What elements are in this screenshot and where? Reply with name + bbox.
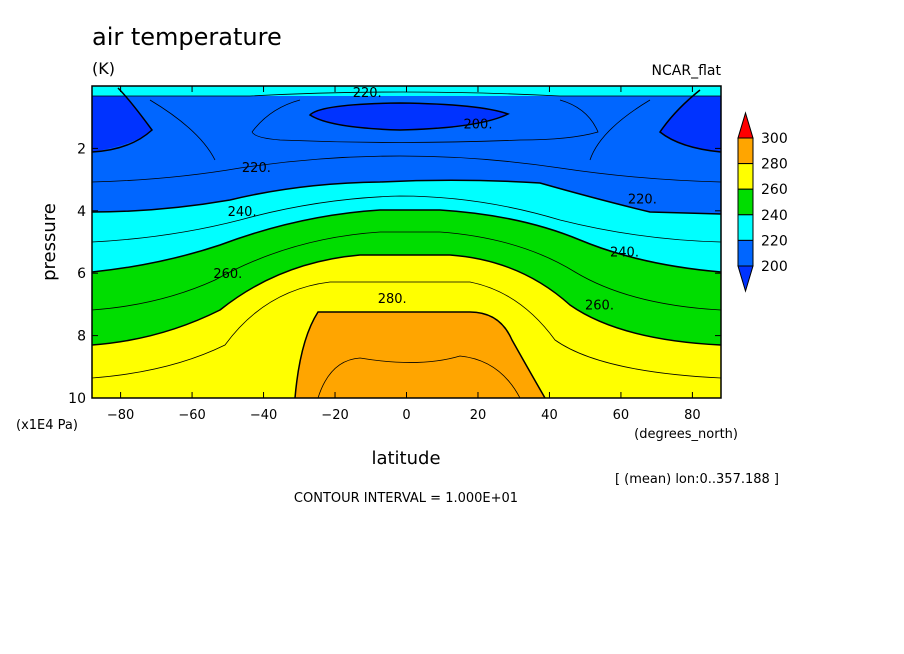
colorbar-band: [737, 239, 754, 267]
contour-fills: [92, 86, 721, 398]
contour-labels: 220. 200. 220. 240. 260. 280. 220. 240. 260.: [213, 86, 657, 313]
x-tick-label: −80: [107, 408, 134, 423]
contour-label: 240.: [610, 245, 639, 260]
x-tick-label: −60: [178, 408, 205, 423]
band-below-200-right: [660, 86, 721, 152]
colormap-name: NCAR_flat: [652, 63, 722, 79]
band-below-200-center: [310, 103, 508, 130]
x-tick-label: −20: [321, 408, 348, 423]
chart-title: air temperature: [92, 23, 282, 51]
y-axis-units: (x1E4 Pa): [16, 418, 78, 433]
colorbar-label: 220: [761, 233, 788, 249]
x-tick-label: 20: [470, 408, 487, 423]
x-axis: −80 −60 −40 −20 0 20 40 60 80: [107, 86, 701, 423]
colorbar-label: 200: [761, 259, 788, 275]
contour-label: 280.: [378, 292, 407, 307]
contour-interval: CONTOUR INTERVAL = 1.000E+01: [294, 491, 518, 506]
y-tick-label: 4: [77, 204, 86, 220]
colorbar-over-arrow: [737, 111, 754, 139]
colorbar-under-arrow: [737, 265, 754, 293]
contour-label: 240.: [228, 205, 257, 220]
x-axis-label: latitude: [371, 448, 440, 469]
y-tick-label: 6: [77, 266, 86, 282]
colorbar-label: 260: [761, 182, 788, 198]
x-tick-label: 40: [541, 408, 558, 423]
contour-label: 200.: [464, 117, 493, 132]
y-tick-label: 10: [68, 391, 86, 407]
contour-label: 260.: [585, 298, 614, 313]
x-tick-label: 0: [402, 408, 410, 423]
contour-label: 220.: [353, 86, 382, 101]
y-axis: 2 4 6 8 10: [68, 141, 721, 407]
colorbar-band: [737, 137, 754, 165]
x-tick-label: 60: [613, 408, 630, 423]
band-200-220: [92, 92, 721, 214]
colorbar-band: [737, 188, 754, 216]
y-tick-label: 8: [77, 329, 86, 345]
contour-lines: [92, 87, 721, 398]
colorbar-band: [737, 163, 754, 190]
footnote: [ (mean) lon:0..357.188 ]: [615, 472, 779, 487]
contour-label: 220.: [242, 161, 271, 176]
colorbar-band: [737, 214, 754, 241]
contour-label: 220.: [628, 192, 657, 207]
y-axis-label: pressure: [39, 203, 60, 281]
colorbar-label: 300: [761, 131, 788, 147]
x-axis-units: (degrees_north): [634, 427, 738, 442]
y-tick-label: 2: [77, 141, 86, 157]
x-tick-label: −40: [250, 408, 277, 423]
colorbar-label: 240: [761, 208, 788, 224]
x-tick-label: 80: [684, 408, 701, 423]
colorbar-label: 280: [761, 157, 788, 173]
colorbar: 300 280 260 240 220 200: [737, 111, 788, 293]
chart-units: (K): [92, 59, 115, 78]
contour-label: 260.: [213, 267, 242, 282]
band-below-200-left: [92, 86, 152, 152]
band-280-300: [295, 312, 545, 398]
